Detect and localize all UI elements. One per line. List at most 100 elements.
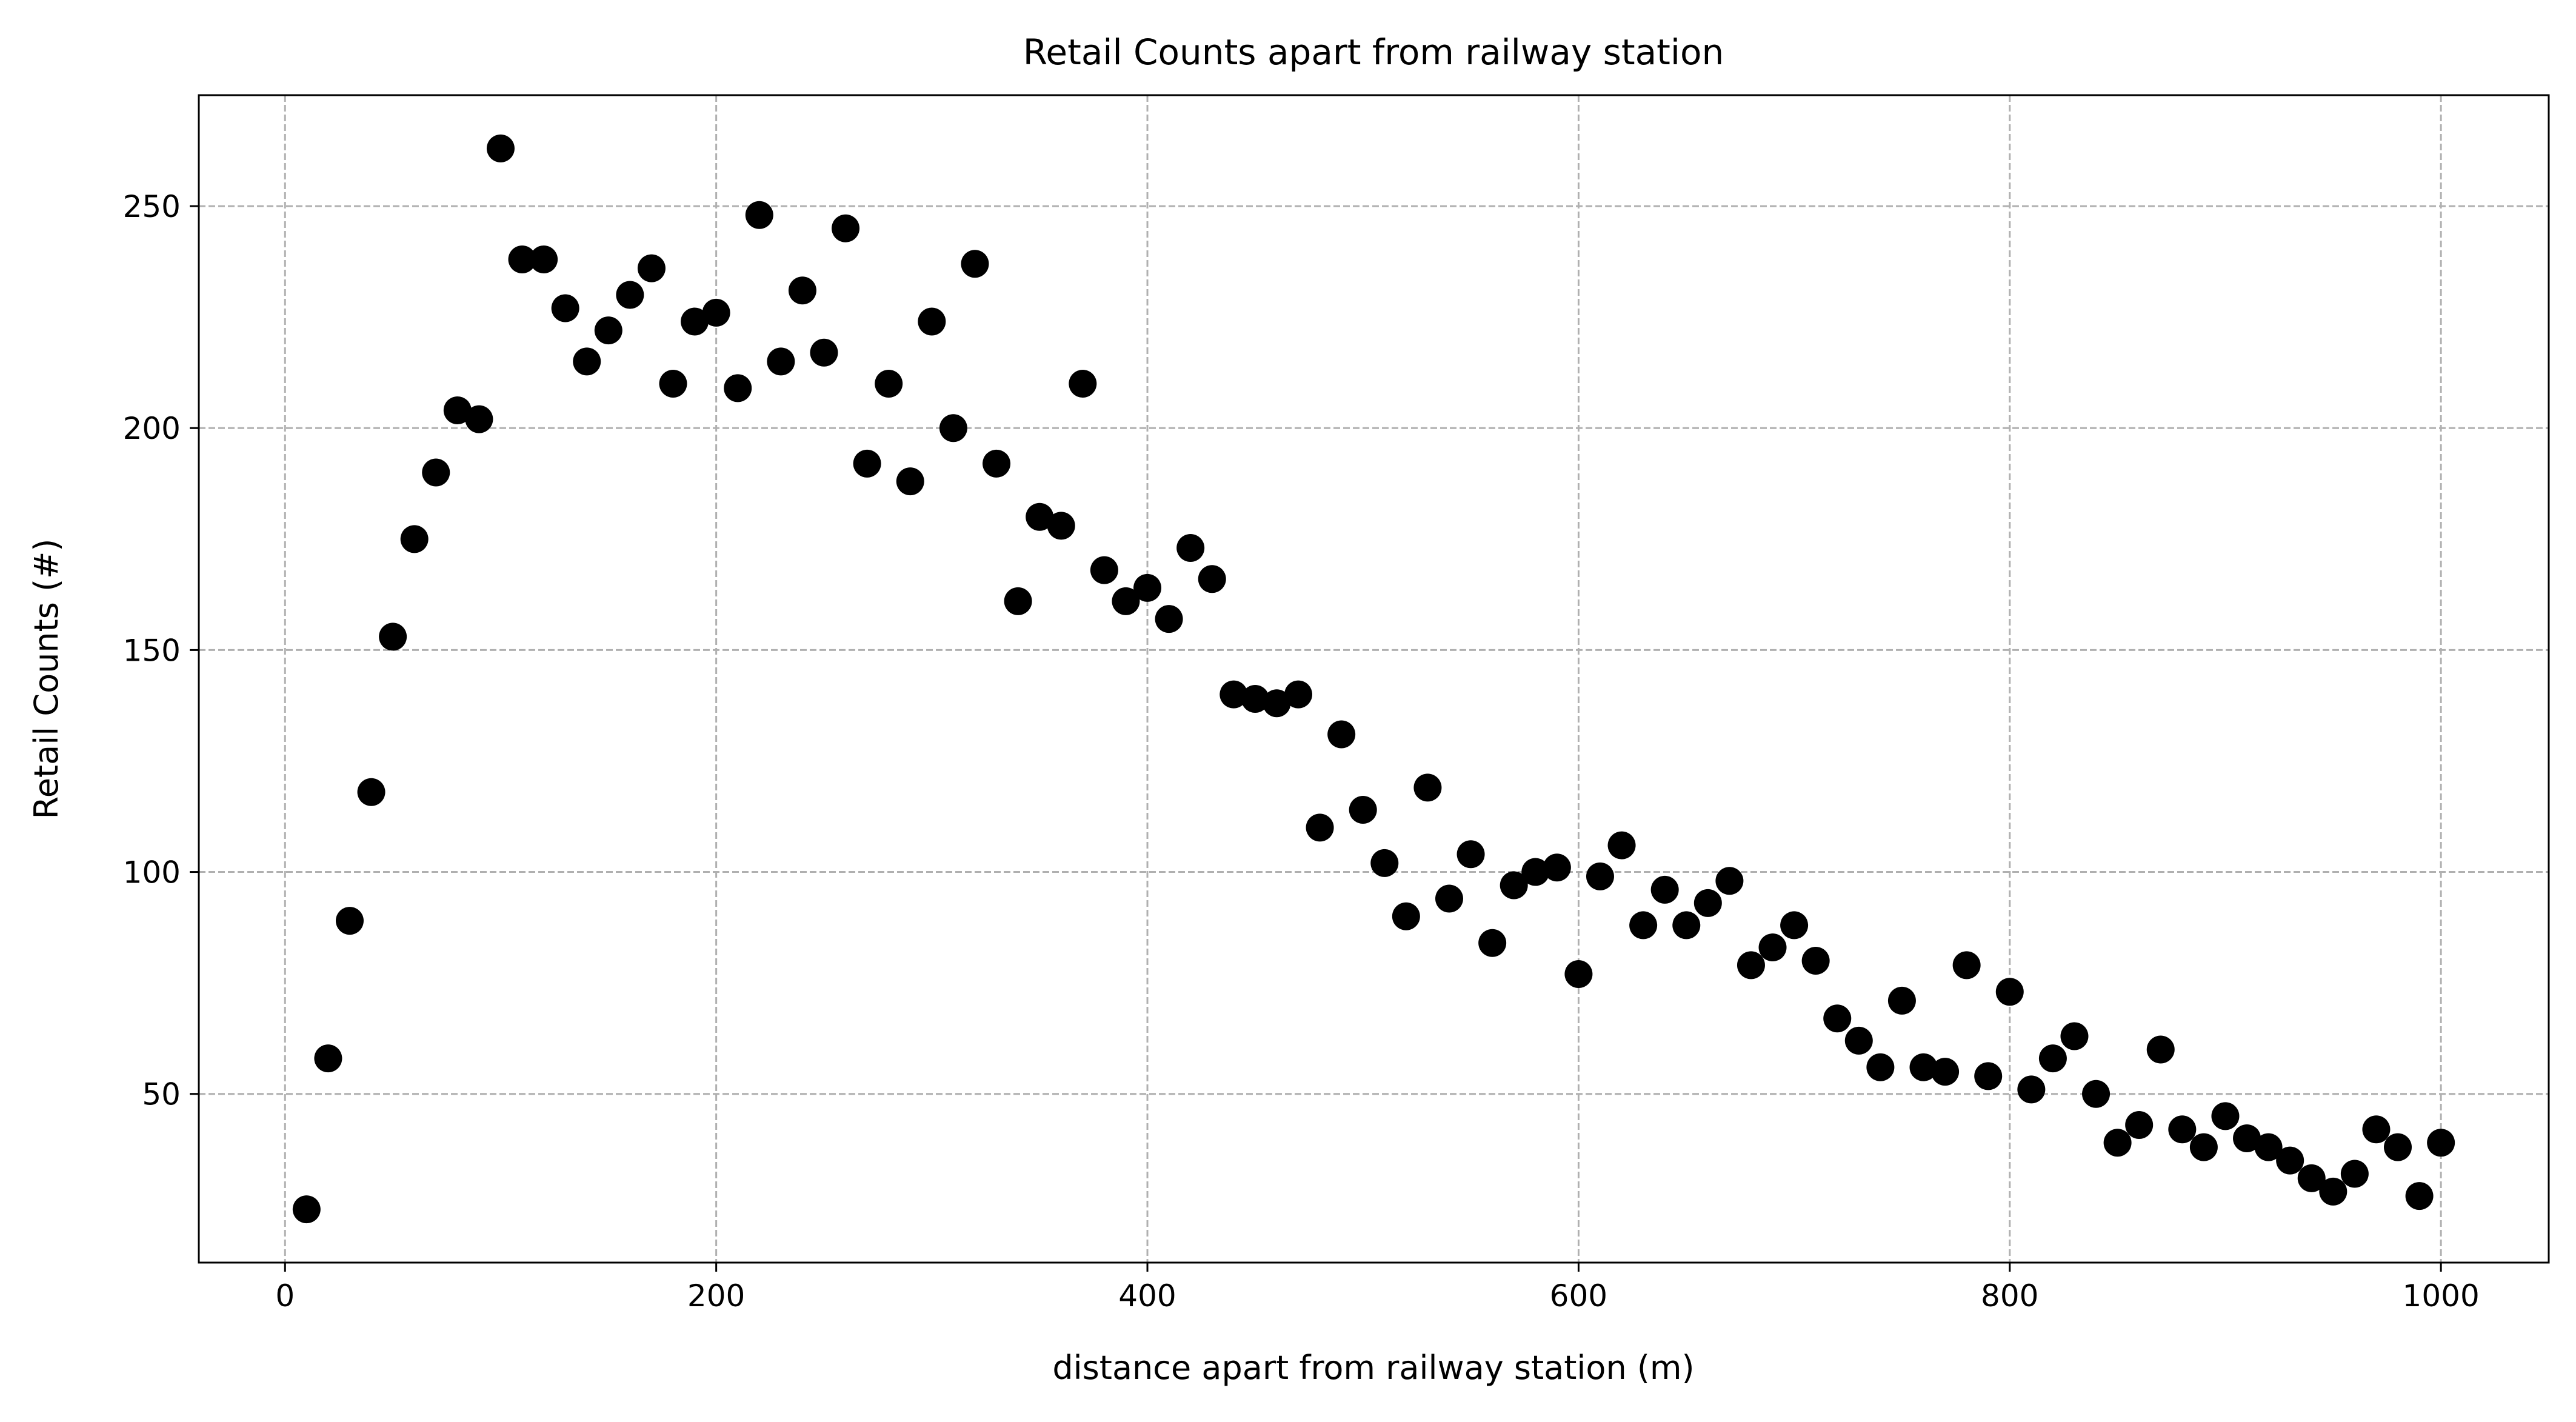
- data-point: [1823, 1004, 1852, 1033]
- data-point: [1801, 947, 1830, 975]
- data-point: [2254, 1133, 2283, 1161]
- data-point: [1931, 1058, 1960, 1086]
- chart-title: Retail Counts apart from railway station: [1023, 32, 1724, 73]
- data-point: [810, 338, 838, 367]
- data-point: [1026, 502, 1054, 531]
- data-point: [486, 134, 515, 162]
- data-point: [292, 1195, 321, 1224]
- data-point: [1220, 680, 1248, 709]
- y-axis-label: Retail Counts (#): [27, 539, 65, 819]
- data-point: [875, 370, 903, 398]
- data-point: [2319, 1177, 2347, 1206]
- data-point: [1392, 902, 1420, 930]
- data-point: [1327, 720, 1356, 749]
- data-point: [1155, 605, 1183, 633]
- data-point: [896, 467, 924, 496]
- data-point: [2276, 1146, 2304, 1175]
- data-point: [1650, 875, 1679, 904]
- data-point: [1069, 370, 1097, 398]
- data-point: [1090, 556, 1118, 584]
- data-point: [1112, 587, 1140, 615]
- data-point: [1629, 911, 1658, 940]
- data-point: [2233, 1124, 2261, 1152]
- data-point: [465, 405, 493, 433]
- y-tick-label: 200: [123, 411, 181, 446]
- data-point: [594, 316, 622, 345]
- data-point: [2082, 1080, 2111, 1108]
- data-point: [2211, 1102, 2240, 1130]
- data-point: [2146, 1035, 2175, 1064]
- data-point: [2168, 1115, 2197, 1144]
- y-tick-label: 100: [123, 855, 181, 890]
- data-point: [1974, 1062, 2003, 1090]
- data-points: [292, 134, 2455, 1224]
- x-axis-label: distance apart from railway station (m): [1052, 1349, 1694, 1387]
- data-point: [422, 458, 450, 487]
- data-point: [1284, 680, 1313, 709]
- data-point: [918, 307, 946, 336]
- data-point: [702, 298, 730, 327]
- data-point: [1715, 867, 1744, 895]
- x-tick-label: 200: [687, 1278, 745, 1314]
- data-point: [1457, 840, 1485, 869]
- data-point: [1952, 951, 1981, 980]
- data-point: [616, 281, 644, 309]
- data-point: [2125, 1110, 2154, 1139]
- data-point: [939, 414, 967, 442]
- data-point: [2405, 1182, 2434, 1210]
- data-point: [1607, 831, 1636, 860]
- data-point: [724, 374, 752, 402]
- data-point: [1543, 853, 1571, 882]
- data-point: [1995, 978, 2024, 1006]
- data-point: [853, 449, 881, 478]
- data-point: [508, 245, 536, 273]
- data-point: [1306, 813, 1334, 842]
- data-point: [681, 307, 709, 336]
- data-point: [961, 250, 989, 278]
- data-point: [745, 201, 773, 229]
- data-point: [637, 254, 666, 282]
- data-point: [335, 907, 364, 935]
- data-point: [2103, 1129, 2132, 1157]
- data-point: [2017, 1075, 2046, 1104]
- data-point: [551, 294, 579, 322]
- x-tick-label: 600: [1550, 1278, 1607, 1314]
- data-point: [1586, 862, 1614, 890]
- data-point: [1500, 871, 1528, 900]
- data-point: [1909, 1053, 1938, 1081]
- data-point: [1435, 884, 1463, 913]
- x-tick-label: 400: [1118, 1278, 1176, 1314]
- data-point: [1176, 533, 1205, 562]
- data-point: [2427, 1129, 2455, 1157]
- data-point: [2384, 1133, 2412, 1161]
- data-point: [1133, 573, 1162, 602]
- x-tick-label: 0: [275, 1278, 295, 1314]
- data-point: [1866, 1053, 1895, 1081]
- data-point: [832, 214, 860, 242]
- data-point: [983, 449, 1011, 478]
- y-axis-ticks: 50 100 150 200 250: [123, 189, 199, 1112]
- data-point: [1047, 512, 1075, 540]
- data-point: [788, 276, 816, 305]
- data-point: [1887, 986, 1916, 1015]
- data-point: [1844, 1026, 1873, 1055]
- data-point: [1672, 911, 1701, 940]
- y-tick-label: 50: [142, 1077, 181, 1112]
- data-point: [1758, 933, 1787, 962]
- data-point: [357, 778, 385, 806]
- data-point: [2340, 1160, 2369, 1188]
- plot-frame: [198, 94, 2550, 1264]
- data-point: [530, 245, 558, 273]
- data-point: [379, 623, 407, 651]
- x-axis-ticks: 0 200 400 600 800 1000: [275, 1263, 2480, 1314]
- data-point: [1737, 951, 1765, 980]
- data-point: [1349, 796, 1377, 824]
- data-point: [1004, 587, 1032, 615]
- data-point: [1564, 960, 1593, 988]
- data-point: [314, 1044, 342, 1073]
- data-point: [767, 347, 795, 376]
- data-point: [1198, 565, 1226, 593]
- data-point: [1263, 689, 1291, 718]
